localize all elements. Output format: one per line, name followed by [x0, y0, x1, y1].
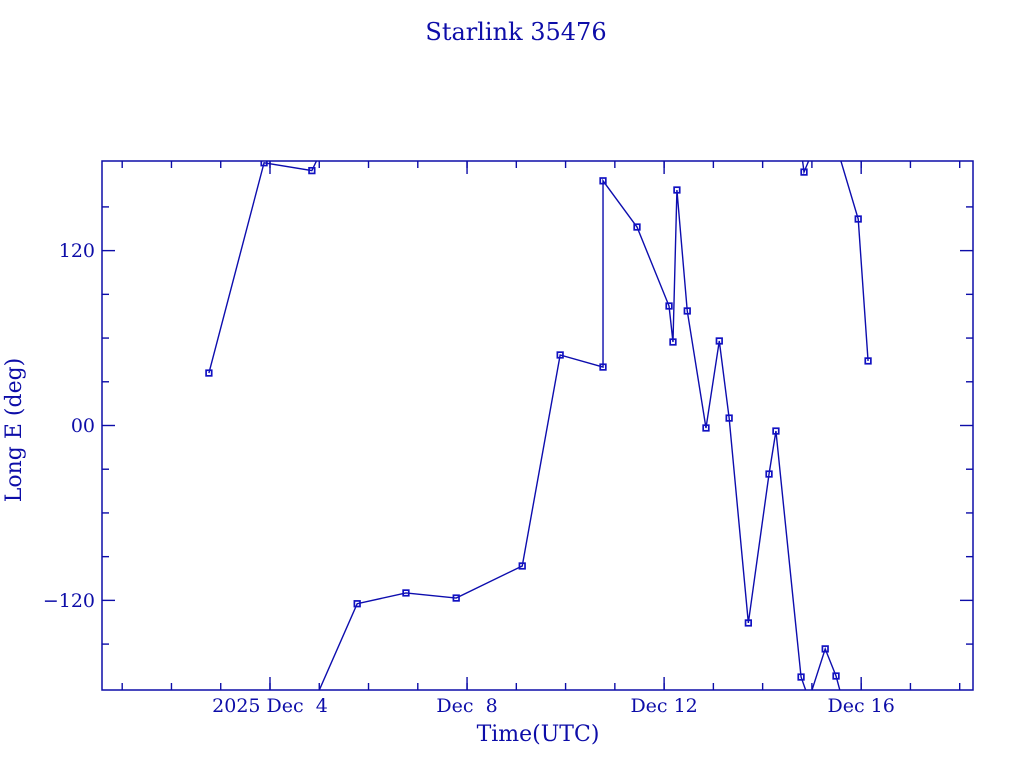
series-line [840, 161, 869, 361]
y-tick-label: 120 [59, 240, 95, 262]
data-point-marker [744, 619, 752, 627]
data-point-marker [772, 427, 780, 435]
data-point-marker [673, 186, 681, 194]
data-point-marker [683, 307, 691, 315]
data-point-marker [518, 562, 526, 570]
x-tick-label: Dec 16 [827, 695, 894, 717]
data-point-marker [832, 672, 840, 680]
data-point-marker [260, 161, 268, 167]
data-point-marker [452, 594, 460, 602]
x-tick-label: 2025 Dec 4 [212, 695, 328, 717]
plot-frame [101, 160, 974, 691]
axis-ticks [102, 161, 973, 690]
series-line [801, 161, 810, 175]
y-tick-label: 00 [71, 415, 95, 437]
data-markers [205, 161, 872, 681]
data-point-marker [353, 600, 361, 608]
data-series [208, 161, 869, 690]
data-point-marker [633, 223, 641, 231]
data-point-marker [402, 589, 410, 597]
data-point-marker [800, 168, 808, 176]
axis-tick-labels: 2025 Dec 4 Dec 8 Dec 12 Dec 16 120 00 −120 [43, 240, 895, 717]
data-point-marker [308, 166, 316, 175]
data-point-marker [556, 351, 564, 359]
data-point-marker [599, 363, 607, 371]
series-line [811, 646, 841, 690]
data-point-marker [725, 414, 733, 422]
data-point-marker [854, 215, 862, 223]
data-point-marker [821, 645, 829, 653]
chart-title: Starlink 35476 [425, 18, 606, 46]
x-tick-label: Dec 12 [630, 695, 697, 717]
y-tick-label: −120 [43, 590, 95, 612]
data-point-marker [205, 369, 213, 377]
series-line [318, 178, 807, 690]
data-point-marker [702, 424, 710, 432]
series-line [208, 161, 318, 374]
data-point-marker [665, 302, 673, 310]
data-point-marker [669, 338, 677, 346]
data-point-marker [864, 357, 872, 365]
data-point-marker [797, 673, 805, 681]
data-point-marker [715, 337, 723, 345]
x-tick-label: Dec 8 [436, 695, 497, 717]
x-axis-title: Time(UTC) [477, 722, 600, 747]
data-point-marker [765, 470, 773, 478]
y-axis-title: Long E (deg) [2, 358, 27, 503]
data-point-marker [599, 177, 607, 185]
